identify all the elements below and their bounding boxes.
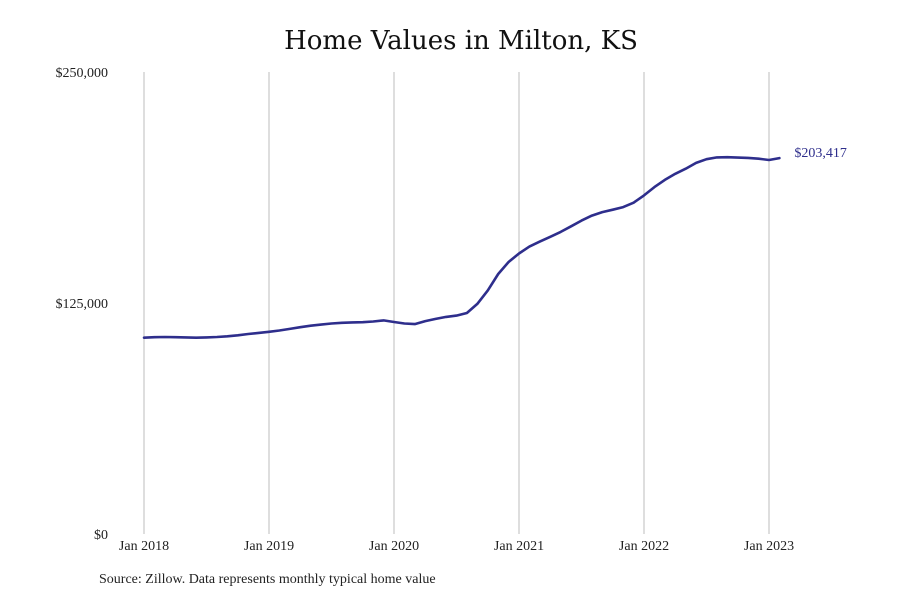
chart-title: Home Values in Milton, KS bbox=[284, 26, 638, 56]
x-tick-label: Jan 2022 bbox=[619, 539, 669, 554]
x-tick-label: Jan 2019 bbox=[244, 539, 294, 554]
y-tick-label: $125,000 bbox=[56, 297, 109, 312]
x-tick-label: Jan 2020 bbox=[369, 539, 419, 554]
x-axis-tick-labels: Jan 2018 Jan 2019 Jan 2020 Jan 2021 Jan 2022… bbox=[119, 539, 794, 554]
x-tick-label: Jan 2018 bbox=[119, 539, 169, 554]
source-note: Source: Zillow. Data represents monthly … bbox=[99, 572, 436, 587]
y-tick-label: $250,000 bbox=[56, 66, 109, 81]
x-tick-label: Jan 2021 bbox=[494, 539, 544, 554]
x-tick-label: Jan 2023 bbox=[744, 539, 794, 554]
end-value-label: $203,417 bbox=[794, 146, 847, 161]
vertical-gridlines bbox=[143, 72, 770, 534]
y-tick-label: $0 bbox=[94, 528, 108, 543]
home-value-line bbox=[142, 155, 781, 339]
y-axis-tick-labels: $0 $125,000 $250,000 bbox=[56, 66, 109, 543]
